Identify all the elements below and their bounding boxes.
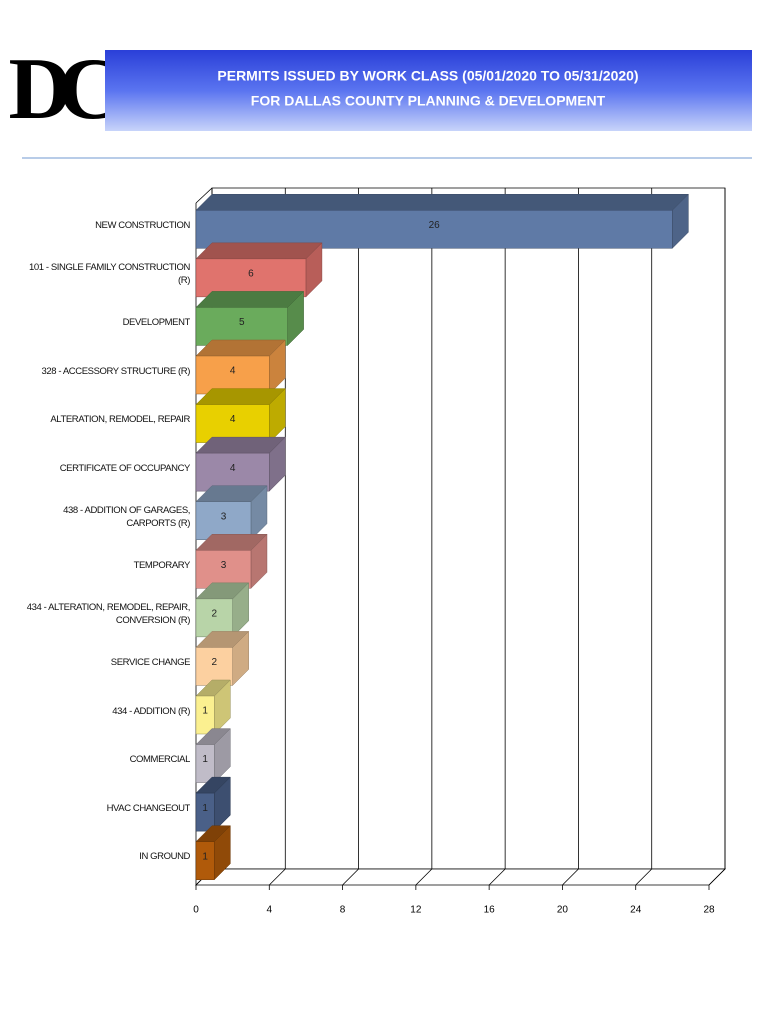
value-label: 3 [221,511,227,522]
bar [195,501,252,540]
bar-top [195,194,689,211]
bar [195,404,270,443]
value-label: 1 [202,706,208,717]
bar [195,598,233,638]
y-tick-label: DEVELOPMENT [122,316,190,328]
y-label-box: 434 - ALTERATION, REMODEL, REPAIR, CONVE… [26,601,190,626]
value-label: 4 [230,463,236,474]
value-label: 2 [212,608,218,619]
bar [195,258,307,298]
y-label-box: 101 - SINGLE FAMILY CONSTRUCTION (R) [28,261,190,286]
bar [195,452,270,492]
y-label-box: TEMPORARY [133,559,190,571]
x-tick-label: 24 [630,905,642,916]
x-tick-label: 20 [557,905,569,916]
bar [195,550,252,589]
y-tick-label: 434 - ALTERATION, REMODEL, REPAIR, CONVE… [26,601,190,626]
y-label-box: HVAC CHANGEOUT [106,802,190,814]
y-label-box: COMMERCIAL [129,754,190,766]
y-tick-label: 438 - ADDITION OF GARAGES, CARPORTS (R) [63,504,190,529]
value-label: 4 [230,366,236,377]
y-tick-label: SERVICE CHANGE [110,656,190,668]
bar-top [195,242,323,260]
x-tick-label: 28 [703,905,715,916]
y-tick-label: ALTERATION, REMODEL, REPAIR [50,414,190,426]
grid-line [635,868,652,886]
x-tick-label: 16 [484,905,496,916]
y-label-box: CERTIFICATE OF OCCUPANCY [59,462,190,474]
plot-floor [195,868,726,886]
y-label-box: 434 - ADDITION (R) [112,705,190,717]
y-tick-label: 328 - ACCESSORY STRUCTURE (R) [41,365,190,377]
y-tick-label: HVAC CHANGEOUT [106,802,190,814]
y-label-box: SERVICE CHANGE [110,656,190,668]
value-label: 1 [202,754,208,765]
grid-line [488,868,506,886]
chart-title: PERMITS ISSUED BY WORK CLASS (05/01/2020… [217,68,638,84]
y-tick-label: NEW CONSTRUCTION [95,219,190,231]
plot-side-wall [195,187,213,204]
y-label-box: NEW CONSTRUCTION [95,219,190,231]
value-label: 5 [239,317,245,328]
y-label-box: 328 - ACCESSORY STRUCTURE (R) [41,365,190,377]
y-tick-label: CERTIFICATE OF OCCUPANCY [59,462,190,474]
grid-line [415,868,433,886]
value-label: 1 [202,803,208,814]
x-tick-label: 4 [267,905,273,916]
grid-line [708,868,726,886]
grid-line [562,868,579,886]
bar-top [195,291,305,308]
grid-line [269,868,286,886]
x-tick-label: 0 [193,905,199,916]
y-tick-label: COMMERCIAL [129,754,190,766]
value-label: 3 [221,560,227,571]
y-label-box: ALTERATION, REMODEL, REPAIR [50,414,190,426]
y-label-box: IN GROUND [139,851,190,863]
bar [195,841,215,880]
bar [195,210,673,249]
value-label: 6 [248,268,254,279]
y-tick-label: 434 - ADDITION (R) [112,705,190,717]
bar [195,792,215,832]
grid-line [342,868,359,886]
logo: DC [8,41,115,138]
value-label: 2 [212,657,218,668]
chart-subtitle: FOR DALLAS COUNTY PLANNING & DEVELOPMENT [251,93,606,109]
value-label: 1 [202,851,208,862]
x-tick-label: 8 [340,905,346,916]
value-label: 4 [230,414,236,425]
value-label: 26 [429,220,441,231]
bar [195,695,215,735]
bar [195,744,215,783]
y-label-box: 438 - ADDITION OF GARAGES, CARPORTS (R) [63,504,190,529]
bar [195,647,233,686]
x-tick-label: 12 [410,905,422,916]
y-tick-label: TEMPORARY [133,559,190,571]
header-banner [105,50,752,131]
y-tick-label: IN GROUND [139,851,190,863]
y-tick-label: 101 - SINGLE FAMILY CONSTRUCTION (R) [28,261,190,286]
y-label-box: DEVELOPMENT [122,316,190,328]
